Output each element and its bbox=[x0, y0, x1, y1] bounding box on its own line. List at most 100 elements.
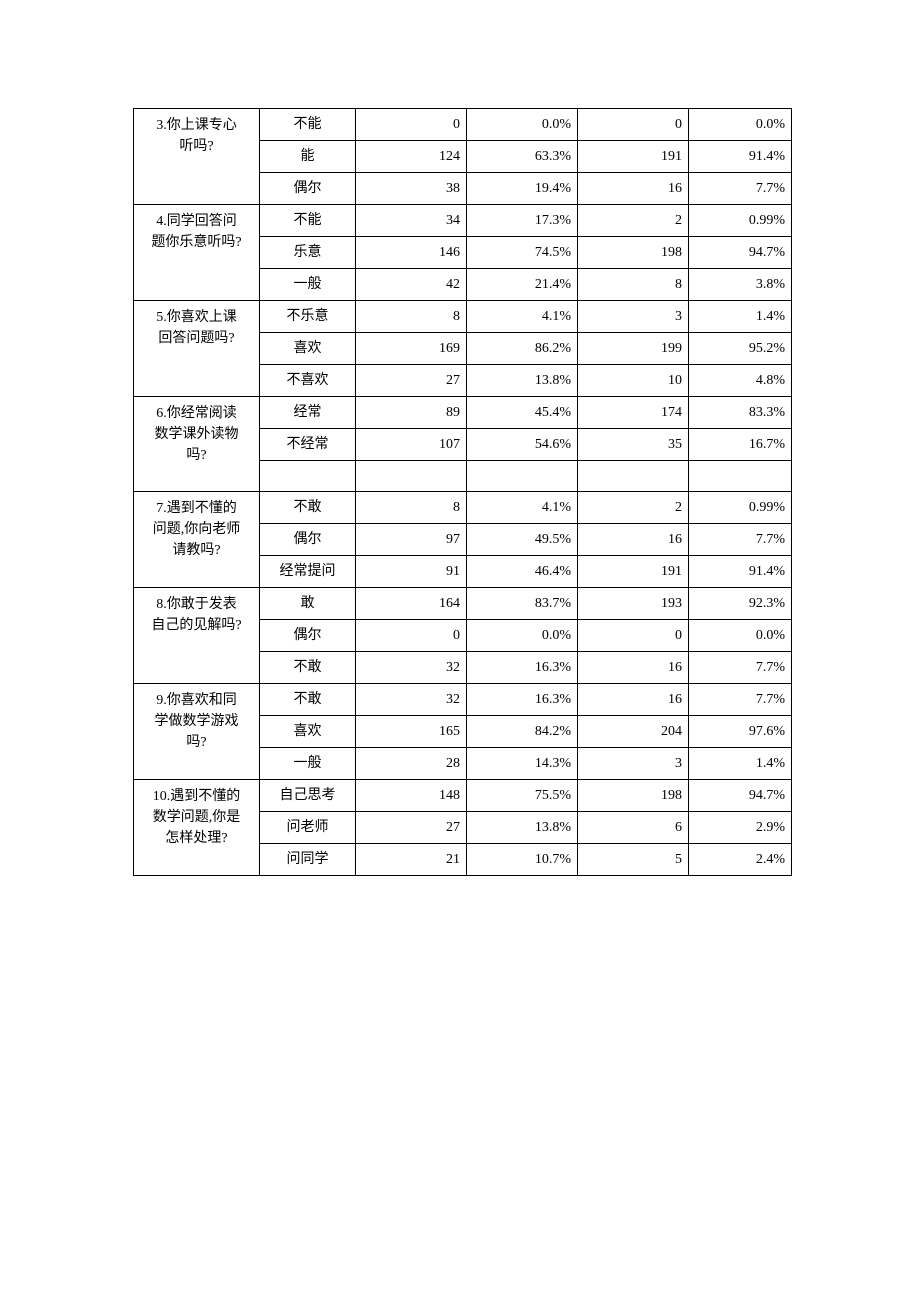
count1-cell: 0 bbox=[356, 620, 467, 652]
table-row: 4.同学回答问题你乐意听吗?不能3417.3%20.99% bbox=[134, 205, 792, 237]
question-cell: 4.同学回答问题你乐意听吗? bbox=[134, 205, 260, 301]
pct1-cell: 49.5% bbox=[467, 524, 578, 556]
count1-cell: 38 bbox=[356, 173, 467, 205]
question-cell: 10.遇到不懂的数学问题,你是怎样处理? bbox=[134, 780, 260, 876]
pct1-cell: 4.1% bbox=[467, 301, 578, 333]
count1-cell: 91 bbox=[356, 556, 467, 588]
pct2-cell: 7.7% bbox=[689, 173, 792, 205]
option-cell bbox=[260, 461, 356, 492]
question-text-line: 3.你上课专心 bbox=[140, 115, 253, 136]
question-cell: 8.你敢于发表自己的见解吗? bbox=[134, 588, 260, 684]
count1-cell: 124 bbox=[356, 141, 467, 173]
question-text-line: 数学课外读物 bbox=[140, 424, 253, 445]
count1-cell: 97 bbox=[356, 524, 467, 556]
question-text-line: 4.同学回答问 bbox=[140, 211, 253, 232]
pct1-cell: 45.4% bbox=[467, 397, 578, 429]
count2-cell: 16 bbox=[578, 524, 689, 556]
pct1-cell: 74.5% bbox=[467, 237, 578, 269]
count1-cell: 165 bbox=[356, 716, 467, 748]
pct1-cell: 13.8% bbox=[467, 812, 578, 844]
question-text-line: 听吗? bbox=[140, 136, 253, 157]
pct2-cell: 7.7% bbox=[689, 652, 792, 684]
count1-cell: 34 bbox=[356, 205, 467, 237]
question-text-line: 怎样处理? bbox=[140, 828, 253, 849]
question-text-line: 6.你经常阅读 bbox=[140, 403, 253, 424]
count1-cell: 107 bbox=[356, 429, 467, 461]
option-cell: 不能 bbox=[260, 205, 356, 237]
pct1-cell: 16.3% bbox=[467, 684, 578, 716]
pct1-cell bbox=[467, 461, 578, 492]
question-cell: 6.你经常阅读数学课外读物吗? bbox=[134, 397, 260, 492]
pct2-cell: 97.6% bbox=[689, 716, 792, 748]
question-text-line: 5.你喜欢上课 bbox=[140, 307, 253, 328]
question-text-line: 10.遇到不懂的 bbox=[140, 786, 253, 807]
pct1-cell: 16.3% bbox=[467, 652, 578, 684]
count2-cell: 8 bbox=[578, 269, 689, 301]
count2-cell: 2 bbox=[578, 492, 689, 524]
count2-cell: 204 bbox=[578, 716, 689, 748]
pct2-cell bbox=[689, 461, 792, 492]
survey-table: 3.你上课专心听吗?不能00.0%00.0%能12463.3%19191.4%偶… bbox=[133, 108, 792, 876]
pct2-cell: 92.3% bbox=[689, 588, 792, 620]
count2-cell: 16 bbox=[578, 652, 689, 684]
count1-cell: 21 bbox=[356, 844, 467, 876]
count2-cell: 16 bbox=[578, 684, 689, 716]
count2-cell: 6 bbox=[578, 812, 689, 844]
option-cell: 不乐意 bbox=[260, 301, 356, 333]
option-cell: 不敢 bbox=[260, 684, 356, 716]
question-text-line: 9.你喜欢和同 bbox=[140, 690, 253, 711]
pct2-cell: 7.7% bbox=[689, 684, 792, 716]
question-cell: 3.你上课专心听吗? bbox=[134, 109, 260, 205]
table-row: 10.遇到不懂的数学问题,你是怎样处理?自己思考14875.5%19894.7% bbox=[134, 780, 792, 812]
count2-cell: 3 bbox=[578, 301, 689, 333]
question-text-line: 回答问题吗? bbox=[140, 328, 253, 349]
count2-cell: 0 bbox=[578, 620, 689, 652]
option-cell: 经常提问 bbox=[260, 556, 356, 588]
count1-cell: 148 bbox=[356, 780, 467, 812]
option-cell: 敢 bbox=[260, 588, 356, 620]
option-cell: 一般 bbox=[260, 748, 356, 780]
pct2-cell: 0.0% bbox=[689, 620, 792, 652]
pct1-cell: 54.6% bbox=[467, 429, 578, 461]
question-text-line: 吗? bbox=[140, 732, 253, 753]
question-text-line: 8.你敢于发表 bbox=[140, 594, 253, 615]
option-cell: 能 bbox=[260, 141, 356, 173]
pct2-cell: 83.3% bbox=[689, 397, 792, 429]
count2-cell: 35 bbox=[578, 429, 689, 461]
pct2-cell: 94.7% bbox=[689, 780, 792, 812]
option-cell: 一般 bbox=[260, 269, 356, 301]
pct1-cell: 84.2% bbox=[467, 716, 578, 748]
pct2-cell: 0.0% bbox=[689, 109, 792, 141]
pct1-cell: 83.7% bbox=[467, 588, 578, 620]
question-text-line: 请教吗? bbox=[140, 540, 253, 561]
table-row: 8.你敢于发表自己的见解吗?敢16483.7%19392.3% bbox=[134, 588, 792, 620]
option-cell: 不经常 bbox=[260, 429, 356, 461]
question-cell: 5.你喜欢上课回答问题吗? bbox=[134, 301, 260, 397]
count1-cell: 32 bbox=[356, 684, 467, 716]
count2-cell: 16 bbox=[578, 173, 689, 205]
table-row: 3.你上课专心听吗?不能00.0%00.0% bbox=[134, 109, 792, 141]
count2-cell: 198 bbox=[578, 237, 689, 269]
question-text-line: 吗? bbox=[140, 445, 253, 466]
count2-cell: 191 bbox=[578, 556, 689, 588]
table-row: 6.你经常阅读数学课外读物吗?经常8945.4%17483.3% bbox=[134, 397, 792, 429]
option-cell: 乐意 bbox=[260, 237, 356, 269]
count1-cell bbox=[356, 461, 467, 492]
question-text-line: 题你乐意听吗? bbox=[140, 232, 253, 253]
option-cell: 不能 bbox=[260, 109, 356, 141]
count1-cell: 28 bbox=[356, 748, 467, 780]
count1-cell: 146 bbox=[356, 237, 467, 269]
count2-cell: 193 bbox=[578, 588, 689, 620]
pct2-cell: 95.2% bbox=[689, 333, 792, 365]
question-text-line: 自己的见解吗? bbox=[140, 615, 253, 636]
table-body: 3.你上课专心听吗?不能00.0%00.0%能12463.3%19191.4%偶… bbox=[134, 109, 792, 876]
table-row: 5.你喜欢上课回答问题吗?不乐意84.1%31.4% bbox=[134, 301, 792, 333]
option-cell: 自己思考 bbox=[260, 780, 356, 812]
question-text-line: 问题,你向老师 bbox=[140, 519, 253, 540]
pct1-cell: 19.4% bbox=[467, 173, 578, 205]
pct1-cell: 0.0% bbox=[467, 620, 578, 652]
pct2-cell: 7.7% bbox=[689, 524, 792, 556]
count2-cell: 0 bbox=[578, 109, 689, 141]
option-cell: 偶尔 bbox=[260, 173, 356, 205]
count1-cell: 89 bbox=[356, 397, 467, 429]
